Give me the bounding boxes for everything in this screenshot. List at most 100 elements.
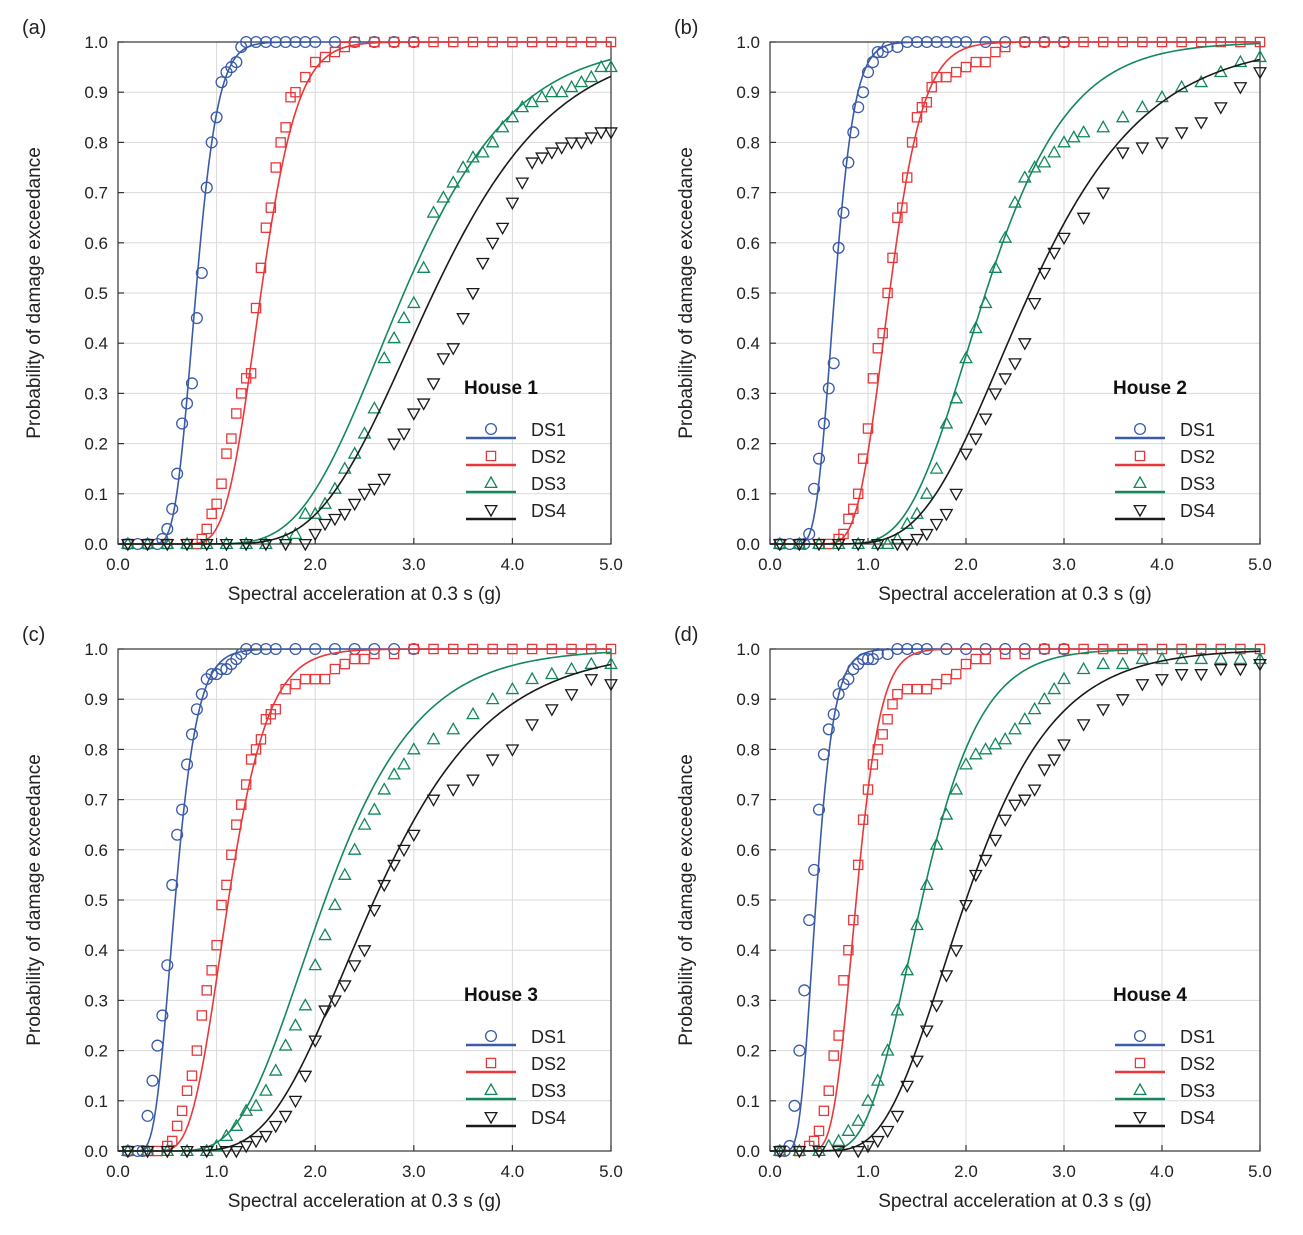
data-point-ds2 (270, 162, 282, 173)
data-point-ds3 (604, 656, 618, 670)
y-tick-label: 0.5 (736, 891, 760, 910)
data-point-ds1 (195, 688, 208, 701)
x-tick-label: 4.0 (1150, 1162, 1174, 1181)
data-point-ds1 (827, 708, 840, 721)
data-point-ds4 (1076, 212, 1091, 226)
data-point-ds4 (347, 960, 362, 973)
data-point-ds2 (887, 698, 898, 710)
data-point-ds4 (485, 754, 500, 767)
data-point-ds4 (978, 413, 993, 426)
data-point-ds1 (205, 668, 218, 681)
data-point-ds3 (308, 957, 323, 971)
fitted-curve-ds4 (118, 663, 612, 1152)
data-point-ds2 (329, 46, 341, 58)
data-point-ds4 (485, 237, 500, 251)
data-point-ds3 (258, 536, 273, 550)
fitted-curve-ds4 (770, 58, 1261, 545)
chart-panel-3: 0.0 0.1 0.2 0.3 0.4 0.5 0.6 0.7 0.8 0.9 1.0 0.0 1.0 2… (22, 624, 623, 1212)
data-point-ds1 (240, 35, 253, 49)
data-point-ds2 (260, 222, 272, 233)
x-tick-label: 2.0 (303, 1162, 327, 1181)
data-point-ds1 (920, 35, 933, 49)
data-point-ds3 (564, 661, 579, 675)
data-point-ds2 (828, 1050, 839, 1061)
data-point-ds2 (1235, 36, 1246, 48)
data-point-ds1 (249, 642, 263, 656)
data-point-ds4 (1027, 297, 1042, 311)
y-tick-label: 0.4 (736, 941, 760, 960)
data-point-ds2 (181, 1085, 193, 1097)
data-point-ds4 (564, 689, 579, 702)
data-point-ds4 (831, 1145, 846, 1159)
data-point-ds2 (487, 643, 498, 655)
data-point-ds1 (151, 1039, 164, 1052)
data-point-ds1 (861, 652, 875, 666)
y-tick-label: 0.3 (736, 991, 760, 1010)
data-point-ds2 (211, 498, 222, 510)
data-point-ds1 (289, 642, 302, 656)
data-point-ds1 (852, 101, 865, 114)
data-point-ds2 (605, 36, 617, 48)
data-point-ds4 (397, 428, 411, 441)
data-point-ds2 (566, 36, 577, 48)
data-point-ds2 (526, 36, 538, 48)
y-tick-label: 0.7 (736, 184, 760, 203)
data-point-ds4 (258, 1130, 273, 1144)
data-point-ds2 (216, 899, 227, 911)
data-point-ds4 (1233, 82, 1248, 95)
data-point-ds4 (851, 1145, 866, 1159)
data-point-ds1 (901, 35, 914, 49)
data-point-ds4 (1213, 102, 1228, 115)
y-tick-label: 0.0 (736, 1142, 760, 1161)
y-tick-label: 0.6 (84, 234, 108, 253)
y-tick-label: 0.4 (84, 941, 108, 960)
data-point-ds2 (255, 734, 267, 745)
data-point-ds3 (584, 656, 599, 670)
data-point-ds4 (535, 152, 549, 165)
legend-label-ds1: DS1 (1180, 1027, 1215, 1047)
data-point-ds3 (1135, 99, 1150, 113)
x-tick-label: 1.0 (205, 1162, 229, 1181)
x-tick-label: 4.0 (501, 555, 525, 574)
data-point-ds1 (289, 35, 302, 49)
y-tick-label: 0.2 (736, 1042, 760, 1061)
data-point-ds4 (959, 448, 973, 461)
data-point-ds3 (919, 877, 934, 890)
data-point-ds2 (388, 36, 400, 48)
data-point-ds2 (290, 678, 301, 690)
y-tick-label: 0.2 (84, 1042, 108, 1061)
data-point-ds2 (487, 36, 498, 48)
data-point-ds2 (980, 653, 991, 665)
data-point-ds1 (180, 397, 194, 410)
data-point-ds2 (369, 648, 380, 660)
data-point-ds2 (897, 202, 908, 213)
x-tick-label: 2.0 (303, 555, 327, 574)
data-point-ds2 (221, 448, 232, 459)
data-point-ds1 (249, 35, 263, 49)
data-point-ds1 (910, 35, 924, 49)
data-point-ds1 (161, 522, 174, 535)
x-axis-label: Spectral acceleration at 0.3 s (g) (228, 1191, 502, 1212)
data-point-ds4 (120, 1145, 135, 1159)
data-point-ds1 (259, 35, 272, 49)
y-tick-label: 0.5 (84, 284, 108, 303)
y-tick-label: 0.8 (84, 740, 108, 759)
data-point-ds2 (1097, 36, 1109, 48)
data-point-ds2 (359, 653, 370, 665)
grid (769, 41, 1261, 545)
x-axis-label: Spectral acceleration at 0.3 s (g) (878, 584, 1152, 605)
data-point-ds4 (988, 834, 1003, 848)
data-point-ds4 (1174, 669, 1189, 682)
data-point-ds1 (793, 1044, 806, 1057)
fitted-curve-ds2 (118, 41, 611, 545)
data-point-ds3 (278, 1038, 293, 1051)
y-tick-label: 0.2 (84, 435, 108, 454)
legend-marker-ds1 (484, 422, 498, 436)
data-point-ds1 (950, 35, 963, 49)
data-point-ds2 (586, 36, 597, 48)
data-point-ds2 (906, 137, 918, 148)
data-point-ds4 (861, 1140, 875, 1154)
data-point-ds1 (920, 642, 933, 656)
y-tick-label: 1.0 (84, 640, 108, 659)
series-ds4 (118, 663, 618, 1159)
